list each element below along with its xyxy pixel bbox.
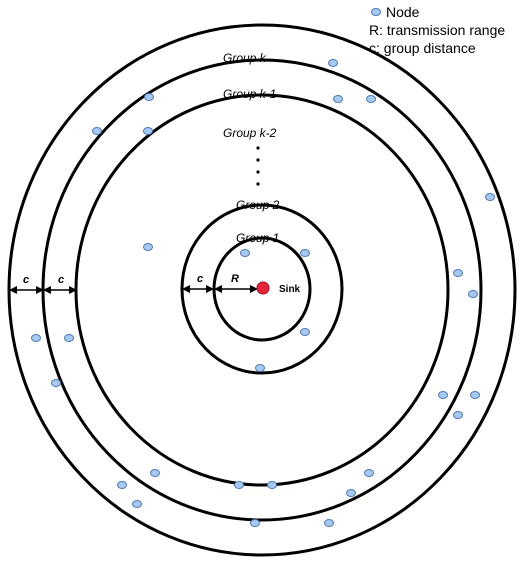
node — [324, 519, 334, 527]
node — [453, 411, 463, 419]
label-c-inner: c — [197, 273, 203, 285]
node — [453, 269, 463, 277]
node — [143, 127, 153, 135]
node — [143, 243, 153, 251]
legend-node: Node — [386, 4, 420, 20]
node — [31, 334, 41, 342]
node — [267, 481, 277, 489]
node — [346, 489, 356, 497]
node — [64, 334, 74, 342]
legend: Node R: transmission range c: group dist… — [369, 4, 505, 56]
node — [328, 59, 338, 67]
label-group-k: Group k — [223, 51, 267, 65]
label-sink: Sink — [279, 284, 301, 295]
node — [51, 379, 61, 387]
legend-node-marker — [371, 8, 381, 16]
label-group-1: Group 1 — [236, 231, 279, 245]
node — [144, 93, 154, 101]
node — [234, 481, 244, 489]
node — [366, 95, 376, 103]
legend-distance: c: group distance — [369, 40, 476, 56]
label-group-k-2: Group k-2 — [223, 126, 277, 140]
node — [117, 481, 127, 489]
node — [333, 95, 343, 103]
node — [300, 328, 310, 336]
node — [240, 249, 250, 257]
node — [300, 249, 310, 257]
legend-range: R: transmission range — [369, 22, 505, 38]
node — [438, 391, 448, 399]
label-group-k-1: Group k-1 — [223, 87, 276, 101]
sink-node — [256, 281, 270, 295]
node — [485, 193, 495, 201]
node — [132, 500, 142, 508]
node — [255, 364, 265, 372]
ellipsis-dots — [256, 146, 260, 186]
label-group-2: Group 2 — [236, 198, 280, 212]
node — [250, 519, 260, 527]
sensor-nodes — [31, 59, 495, 527]
label-c-outer: c — [23, 274, 29, 286]
node — [468, 290, 478, 298]
label-r: R — [231, 273, 239, 285]
node — [470, 391, 480, 399]
node — [150, 469, 160, 477]
label-c-middle: c — [58, 274, 64, 286]
node — [92, 127, 102, 135]
node — [364, 469, 374, 477]
